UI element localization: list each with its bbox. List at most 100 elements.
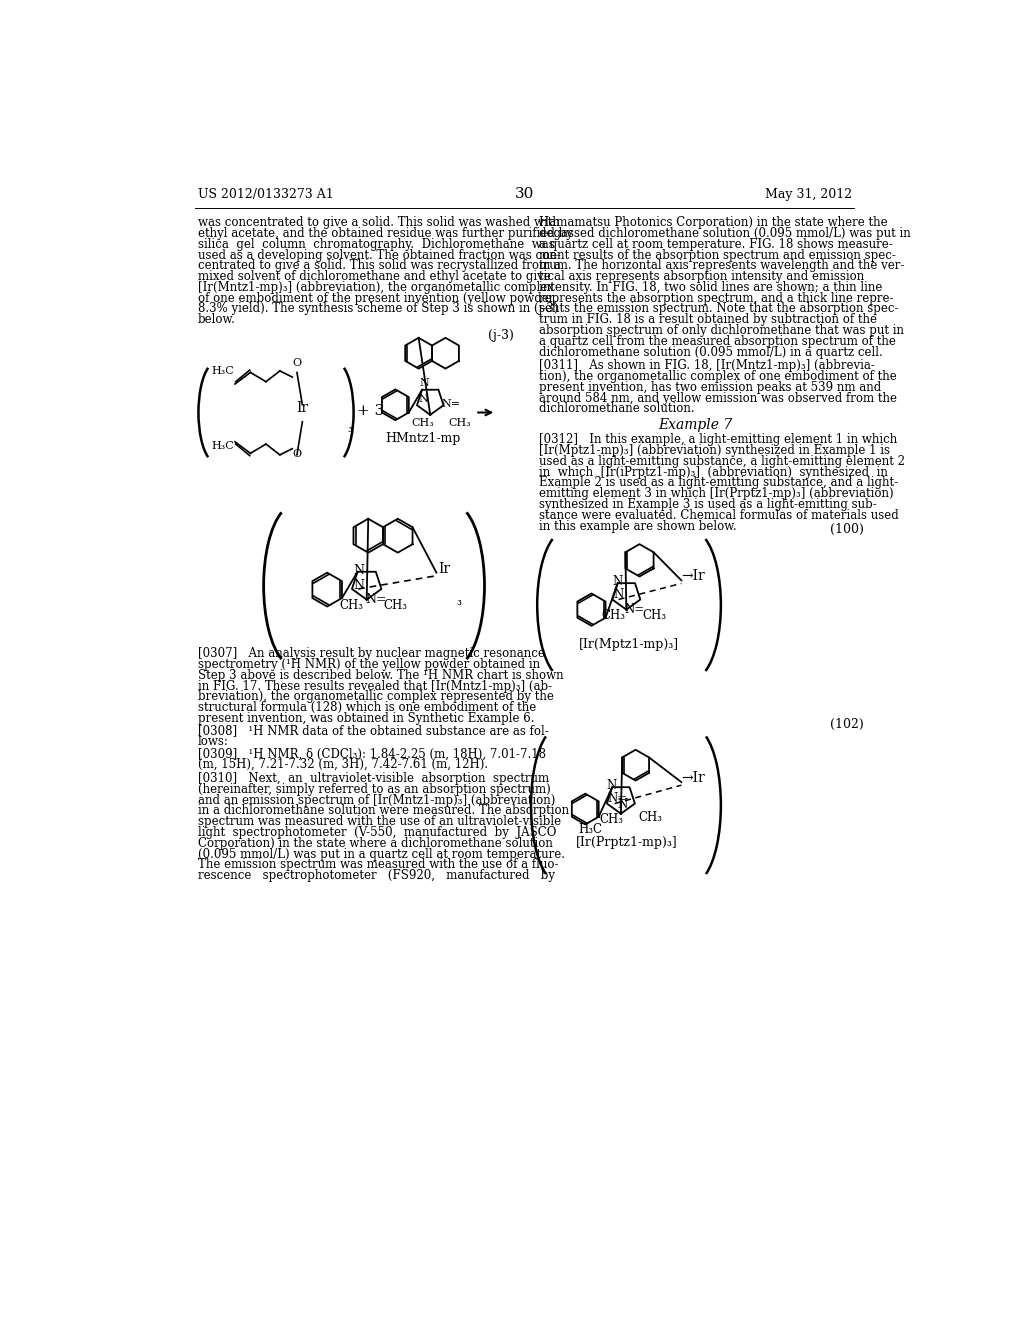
Text: used as a developing solvent. The obtained fraction was con-: used as a developing solvent. The obtain… <box>198 248 560 261</box>
Text: →Ir: →Ir <box>681 771 706 785</box>
Text: Example 2 is used as a light-emitting substance, and a light-: Example 2 is used as a light-emitting su… <box>539 477 898 490</box>
Text: N: N <box>419 395 428 404</box>
Text: Ir: Ir <box>296 401 308 416</box>
Text: O: O <box>292 358 301 368</box>
Text: around 584 nm, and yellow emission was observed from the: around 584 nm, and yellow emission was o… <box>539 392 897 405</box>
Text: CH₃: CH₃ <box>639 812 663 825</box>
Text: [Ir(Mptz1-mp)₃]: [Ir(Mptz1-mp)₃] <box>580 638 680 651</box>
Text: 8.3% yield). The synthesis scheme of Step 3 is shown in (j-3): 8.3% yield). The synthesis scheme of Ste… <box>198 302 558 315</box>
Text: O: O <box>292 449 301 459</box>
Text: [0312]   In this example, a light-emitting element 1 in which: [0312] In this example, a light-emitting… <box>539 433 897 446</box>
Text: present invention, was obtained in Synthetic Example 6.: present invention, was obtained in Synth… <box>198 711 535 725</box>
Text: trum in FIG. 18 is a result obtained by subtraction of the: trum in FIG. 18 is a result obtained by … <box>539 313 877 326</box>
Text: CH₃: CH₃ <box>599 813 624 826</box>
Text: Example 7: Example 7 <box>658 418 732 433</box>
Text: present invention, has two emission peaks at 539 nm and: present invention, has two emission peak… <box>539 381 881 393</box>
Text: emitting element 3 in which [Ir(Prptz1-mp)₃] (abbreviation): emitting element 3 in which [Ir(Prptz1-m… <box>539 487 893 500</box>
Text: N=: N= <box>366 593 387 606</box>
Text: below.: below. <box>198 313 236 326</box>
Text: Corporation) in the state where a dichloromethane solution: Corporation) in the state where a dichlo… <box>198 837 553 850</box>
Text: centrated to give a solid. This solid was recrystallized from a: centrated to give a solid. This solid wa… <box>198 259 560 272</box>
Text: N=: N= <box>442 399 461 409</box>
Text: →Ir: →Ir <box>681 569 706 583</box>
Text: (hereinafter, simply referred to as an absorption spectrum): (hereinafter, simply referred to as an a… <box>198 783 551 796</box>
Text: silica  gel  column  chromatography.  Dichloromethane  was: silica gel column chromatography. Dichlo… <box>198 238 555 251</box>
Text: synthesized in Example 3 is used as a light-emitting sub-: synthesized in Example 3 is used as a li… <box>539 498 877 511</box>
Text: dichloromethane solution.: dichloromethane solution. <box>539 403 694 416</box>
Text: mixed solvent of dichloromethane and ethyl acetate to give: mixed solvent of dichloromethane and eth… <box>198 271 551 282</box>
Text: 30: 30 <box>515 187 535 202</box>
Text: of one embodiment of the present invention (yellow powder,: of one embodiment of the present inventi… <box>198 292 557 305</box>
Text: CH₃: CH₃ <box>643 609 667 622</box>
Text: was concentrated to give a solid. This solid was washed with: was concentrated to give a solid. This s… <box>198 216 560 230</box>
Text: N=: N= <box>607 792 628 805</box>
Text: H₃C: H₃C <box>212 441 234 451</box>
Text: absorption spectrum of only dichloromethane that was put in: absorption spectrum of only dichlorometh… <box>539 323 904 337</box>
Text: lows:: lows: <box>198 735 228 748</box>
Text: [0309]   ¹H NMR, δ (CDCl₃): 1.84-2.25 (m, 18H), 7.01-7.18: [0309] ¹H NMR, δ (CDCl₃): 1.84-2.25 (m, … <box>198 747 546 760</box>
Text: CH₃: CH₃ <box>340 599 364 612</box>
Text: CH₃: CH₃ <box>449 418 471 429</box>
Text: (100): (100) <box>830 524 864 536</box>
Text: N: N <box>613 587 624 601</box>
Text: [0307]   An analysis result by nuclear magnetic resonance: [0307] An analysis result by nuclear mag… <box>198 647 545 660</box>
Text: in FIG. 17. These results revealed that [Ir(Mntz1-mp)₃] (ab-: in FIG. 17. These results revealed that … <box>198 680 552 693</box>
Text: represents the absorption spectrum, and a thick line repre-: represents the absorption spectrum, and … <box>539 292 893 305</box>
Text: dichloromethane solution (0.095 mmol/L) in a quartz cell.: dichloromethane solution (0.095 mmol/L) … <box>539 346 883 359</box>
Text: a quartz cell from the measured absorption spectrum of the: a quartz cell from the measured absorpti… <box>539 335 896 347</box>
Text: + 3: + 3 <box>356 404 384 418</box>
Text: N: N <box>612 574 623 587</box>
Text: [Ir(Mntz1-mp)₃] (abbreviation), the organometallic complex: [Ir(Mntz1-mp)₃] (abbreviation), the orga… <box>198 281 554 294</box>
Text: stance were evaluated. Chemical formulas of materials used: stance were evaluated. Chemical formulas… <box>539 508 898 521</box>
Text: (102): (102) <box>830 718 864 731</box>
Text: [Ir(Prptz1-mp)₃]: [Ir(Prptz1-mp)₃] <box>575 836 677 849</box>
Text: sents the emission spectrum. Note that the absorption spec-: sents the emission spectrum. Note that t… <box>539 302 898 315</box>
Text: trum. The horizontal axis represents wavelength and the ver-: trum. The horizontal axis represents wav… <box>539 259 904 272</box>
Text: ₃: ₃ <box>347 422 352 434</box>
Text: ₃: ₃ <box>457 595 462 609</box>
Text: in  which  [Ir(iPrptz1-mp)₃]  (abbreviation)  synthesized  in: in which [Ir(iPrptz1-mp)₃] (abbreviation… <box>539 466 888 479</box>
Text: in this example are shown below.: in this example are shown below. <box>539 520 736 532</box>
Text: N: N <box>353 579 365 591</box>
Text: breviation), the organometallic complex represented by the: breviation), the organometallic complex … <box>198 690 554 704</box>
Text: [0310]   Next,  an  ultraviolet-visible  absorption  spectrum: [0310] Next, an ultraviolet-visible abso… <box>198 772 549 785</box>
Text: N: N <box>353 564 364 577</box>
Text: N=: N= <box>625 603 645 615</box>
Text: ment results of the absorption spectrum and emission spec-: ment results of the absorption spectrum … <box>539 248 896 261</box>
Text: The emission spectrum was measured with the use of a fluo-: The emission spectrum was measured with … <box>198 858 558 871</box>
Text: H₃C: H₃C <box>212 366 234 376</box>
Text: Ir: Ir <box>438 562 451 576</box>
Text: CH₃: CH₃ <box>384 599 408 612</box>
Text: [Ir(Mptz1-mp)₃] (abbreviation) synthesized in Example 1 is: [Ir(Mptz1-mp)₃] (abbreviation) synthesiz… <box>539 444 890 457</box>
Text: degassed dichloromethane solution (0.095 mmol/L) was put in: degassed dichloromethane solution (0.095… <box>539 227 910 240</box>
Text: Step 3 above is described below. The ¹H NMR chart is shown: Step 3 above is described below. The ¹H … <box>198 669 563 682</box>
Text: used as a light-emitting substance, a light-emitting element 2: used as a light-emitting substance, a li… <box>539 455 905 467</box>
Text: HMntz1-mp: HMntz1-mp <box>385 432 460 445</box>
Text: (0.095 mmol/L) was put in a quartz cell at room temperature.: (0.095 mmol/L) was put in a quartz cell … <box>198 847 565 861</box>
Text: rescence   spectrophotometer   (FS920,   manufactured   by: rescence spectrophotometer (FS920, manuf… <box>198 869 555 882</box>
Text: (j-3): (j-3) <box>487 330 513 342</box>
Text: N: N <box>607 779 617 792</box>
Text: spectrometry (¹H NMR) of the yellow powder obtained in: spectrometry (¹H NMR) of the yellow powd… <box>198 659 540 671</box>
Text: May 31, 2012: May 31, 2012 <box>765 189 852 202</box>
Text: a quartz cell at room temperature. FIG. 18 shows measure-: a quartz cell at room temperature. FIG. … <box>539 238 893 251</box>
Text: [0311]   As shown in FIG. 18, [Ir(Mntz1-mp)₃] (abbrevia-: [0311] As shown in FIG. 18, [Ir(Mntz1-mp… <box>539 359 874 372</box>
Text: H₃C: H₃C <box>579 822 602 836</box>
Text: structural formula (128) which is one embodiment of the: structural formula (128) which is one em… <box>198 701 536 714</box>
Text: tion), the organometallic complex of one embodiment of the: tion), the organometallic complex of one… <box>539 370 896 383</box>
Text: and an emission spectrum of [Ir(Mntz1-mp)₃] (abbreviation): and an emission spectrum of [Ir(Mntz1-mp… <box>198 793 555 807</box>
Text: CH₃: CH₃ <box>411 418 433 429</box>
Text: (m, 15H), 7.21-7.32 (m, 3H), 7.42-7.61 (m, 12H).: (m, 15H), 7.21-7.32 (m, 3H), 7.42-7.61 (… <box>198 758 487 771</box>
Text: light  spectrophotometer  (V-550,  manufactured  by  JASCO: light spectrophotometer (V-550, manufact… <box>198 826 556 840</box>
Text: [0308]   ¹H NMR data of the obtained substance are as fol-: [0308] ¹H NMR data of the obtained subst… <box>198 725 549 738</box>
Text: in a dichloromethane solution were measured. The absorption: in a dichloromethane solution were measu… <box>198 804 569 817</box>
Text: CH₃: CH₃ <box>601 609 626 622</box>
Text: ethyl acetate, and the obtained residue was further purified by: ethyl acetate, and the obtained residue … <box>198 227 572 240</box>
Text: spectrum was measured with the use of an ultraviolet-visible: spectrum was measured with the use of an… <box>198 816 561 828</box>
Text: tical axis represents absorption intensity and emission: tical axis represents absorption intensi… <box>539 271 864 282</box>
Text: N: N <box>617 797 628 810</box>
Text: N: N <box>419 378 429 388</box>
Text: US 2012/0133273 A1: US 2012/0133273 A1 <box>198 189 334 202</box>
Text: intensity. In FIG. 18, two solid lines are shown; a thin line: intensity. In FIG. 18, two solid lines a… <box>539 281 882 294</box>
Text: Hamamatsu Photonics Corporation) in the state where the: Hamamatsu Photonics Corporation) in the … <box>539 216 888 230</box>
